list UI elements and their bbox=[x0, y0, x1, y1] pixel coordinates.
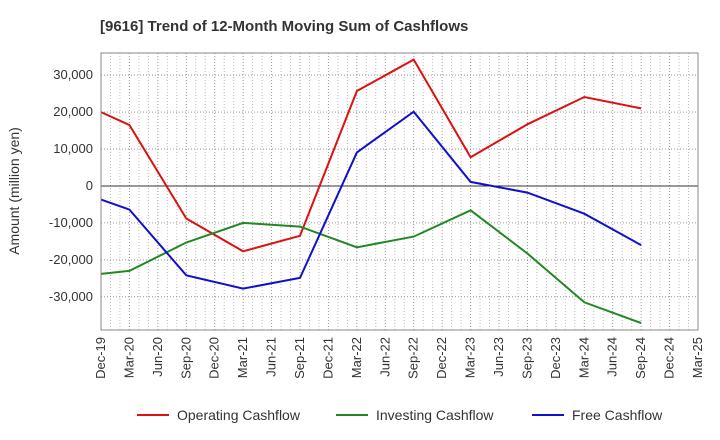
y-tick-label: 0 bbox=[86, 178, 93, 193]
plot-frame bbox=[100, 52, 699, 331]
legend: Operating Cashflow Investing Cashflow Free… bbox=[137, 407, 663, 423]
x-tick-labels: Dec-19 Mar-20 Jun-20 Sep-20 Dec-20 Mar-21 Jun-… bbox=[93, 337, 705, 379]
x-tick-label: Dec-19 bbox=[93, 337, 108, 379]
y-tick-labels: -30,000 -20,000 -10,000 0 10,000 20,000 30,000 bbox=[49, 67, 93, 304]
series-lines bbox=[100, 58, 642, 324]
x-tick-label: Mar-21 bbox=[235, 337, 250, 378]
y-axis-label: Amount (million yen) bbox=[6, 127, 22, 255]
chart-title: [9616] Trend of 12-Month Moving Sum of C… bbox=[100, 18, 468, 35]
x-tick-label: Sep-22 bbox=[406, 337, 421, 379]
y-tick-label: 20,000 bbox=[53, 104, 93, 119]
operating-cashflow-line bbox=[100, 58, 642, 253]
x-tick-label: Jun-22 bbox=[377, 337, 392, 377]
legend-label: Free Cashflow bbox=[572, 407, 663, 423]
x-tick-label: Dec-24 bbox=[662, 337, 677, 379]
x-tick-label: Sep-23 bbox=[519, 337, 534, 379]
legend-label: Investing Cashflow bbox=[376, 407, 494, 423]
x-tick-label: Jun-21 bbox=[264, 337, 279, 377]
y-tick-label: -30,000 bbox=[49, 289, 93, 304]
x-tick-label: Mar-23 bbox=[463, 337, 478, 378]
x-tick-label: Dec-21 bbox=[320, 337, 335, 379]
y-tick-label: -20,000 bbox=[49, 252, 93, 267]
x-tick-label: Sep-21 bbox=[292, 337, 307, 379]
y-tick-label: 30,000 bbox=[53, 67, 93, 82]
x-tick-label: Dec-22 bbox=[434, 337, 449, 379]
x-tick-label: Jun-20 bbox=[150, 337, 165, 377]
x-tick-label: Mar-22 bbox=[349, 337, 364, 378]
x-tick-label: Dec-20 bbox=[207, 337, 222, 379]
legend-label: Operating Cashflow bbox=[177, 407, 301, 423]
free-cashflow-line bbox=[100, 110, 642, 290]
grid-lines bbox=[100, 53, 699, 330]
x-tick-label: Jun-24 bbox=[605, 337, 620, 377]
x-tick-label: Jun-23 bbox=[491, 337, 506, 377]
investing-cashflow-line bbox=[100, 209, 642, 324]
x-tick-label: Sep-20 bbox=[178, 337, 193, 379]
x-tick-label: Mar-24 bbox=[576, 337, 591, 378]
y-tick-label: -10,000 bbox=[49, 215, 93, 230]
x-tick-label: Mar-20 bbox=[121, 337, 136, 378]
x-tick-label: Dec-23 bbox=[548, 337, 563, 379]
y-tick-label: 10,000 bbox=[53, 141, 93, 156]
x-tick-label: Sep-24 bbox=[633, 337, 648, 379]
x-tick-label: Mar-25 bbox=[690, 337, 705, 378]
